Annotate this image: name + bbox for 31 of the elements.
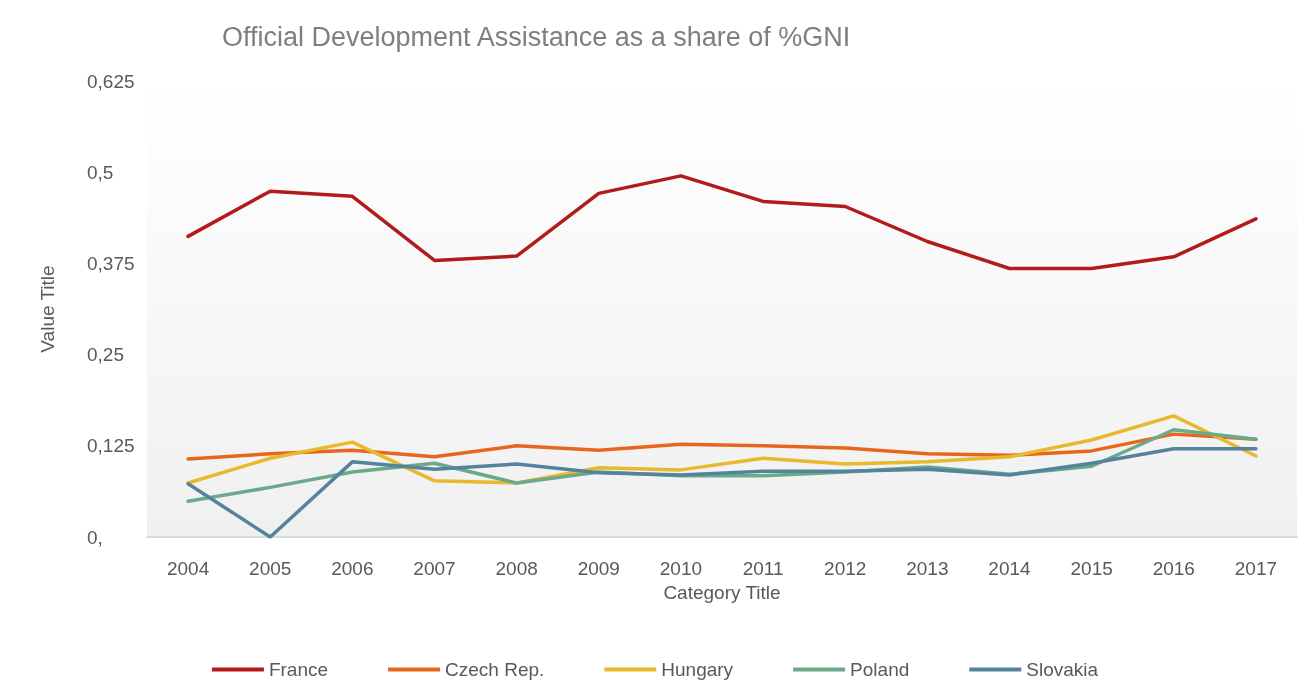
x-tick-label: 2014 — [988, 558, 1032, 579]
legend-label: Slovakia — [1026, 659, 1099, 680]
y-tick-label: 0,375 — [87, 252, 135, 274]
legend-label: Hungary — [661, 659, 734, 680]
x-tick-label: 2006 — [331, 558, 374, 579]
y-tick-label: 0,25 — [87, 344, 124, 366]
legend-label: France — [268, 659, 329, 680]
x-axis-title: Category Title — [663, 581, 781, 603]
line-series — [186, 414, 1258, 485]
line-series — [186, 446, 1258, 539]
y-tick-label: 0,5 — [87, 161, 114, 183]
x-tick-label: 2009 — [577, 558, 620, 579]
x-tick-label: 2015 — [1070, 558, 1113, 579]
x-tick-label: 2011 — [742, 558, 784, 579]
x-tick-label: 2004 — [166, 558, 210, 579]
y-tick-label: 0,625 — [87, 70, 135, 92]
x-tick-label: 2007 — [413, 558, 456, 579]
legend-label: Czech Rep. — [445, 659, 545, 680]
chart-title: Official Development Assistance as a share of %GNI — [222, 21, 851, 52]
y-tick-label: 0,125 — [87, 435, 135, 457]
y-axis-title: Value Title — [37, 265, 58, 353]
y-tick-label: 0, — [87, 526, 103, 548]
x-tick-label: 2016 — [1152, 558, 1195, 579]
x-tick-label: 2017 — [1234, 558, 1278, 579]
line-series — [186, 174, 1258, 271]
x-tick-label: 2013 — [906, 558, 949, 579]
x-tick-label: 2008 — [495, 558, 538, 579]
x-tick-label: 2005 — [249, 558, 292, 579]
x-tick-label: 2010 — [659, 558, 703, 579]
legend-label: Poland — [850, 659, 910, 680]
x-tick-label: 2012 — [824, 558, 867, 579]
